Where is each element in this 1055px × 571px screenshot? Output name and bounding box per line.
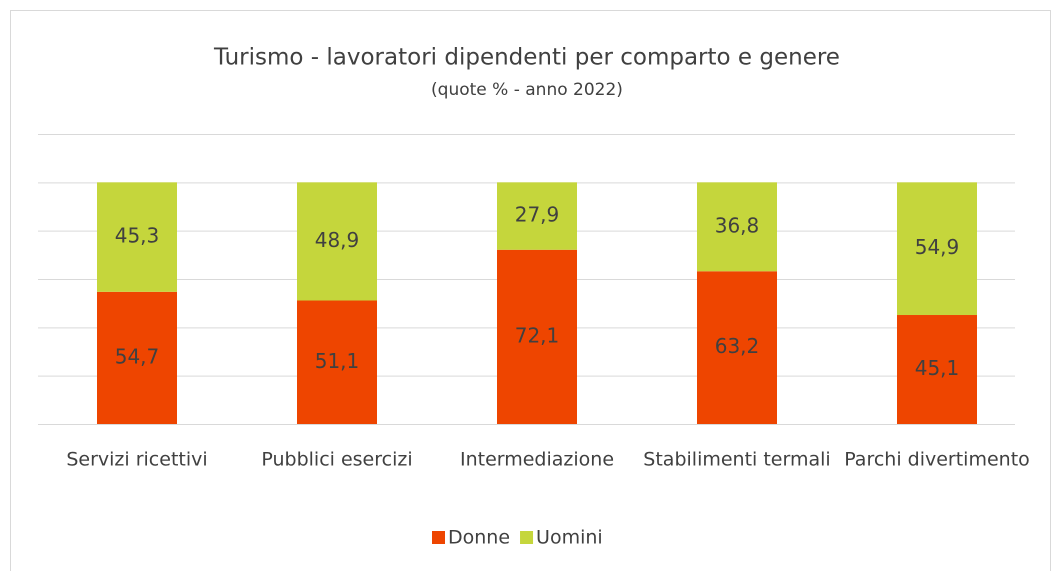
data-label: 45,3 bbox=[115, 224, 160, 248]
x-tick-label: Intermediazione bbox=[460, 449, 614, 471]
bar-segment bbox=[897, 315, 977, 424]
x-tick-label: Stabilimenti termali bbox=[643, 449, 830, 471]
data-label: 72,1 bbox=[515, 323, 560, 347]
bar-segment bbox=[897, 182, 977, 316]
legend-label: Uomini bbox=[536, 527, 603, 549]
legend-swatch bbox=[520, 531, 534, 544]
bar-segment bbox=[697, 182, 777, 272]
data-label: 48,9 bbox=[315, 228, 360, 252]
bar-segment bbox=[97, 182, 177, 292]
data-label: 51,1 bbox=[315, 349, 360, 373]
bar-segment bbox=[497, 182, 577, 250]
data-label: 27,9 bbox=[515, 203, 560, 227]
x-tick-label: Servizi ricettivi bbox=[66, 449, 207, 471]
chart-title: Turismo - lavoratori dipendenti per comp… bbox=[213, 45, 840, 71]
chart-subtitle: (quote % - anno 2022) bbox=[431, 80, 623, 100]
bar-segment bbox=[297, 300, 377, 424]
data-label: 45,1 bbox=[915, 356, 960, 380]
legend-swatch bbox=[432, 531, 445, 544]
data-label: 63,2 bbox=[715, 334, 760, 358]
bar-segment bbox=[697, 271, 777, 424]
bar-segment bbox=[497, 249, 577, 424]
data-label: 54,9 bbox=[915, 235, 960, 259]
x-tick-label: Pubblici esercizi bbox=[261, 449, 412, 471]
bar-segment bbox=[297, 182, 377, 301]
data-label: 36,8 bbox=[715, 213, 760, 237]
x-tick-label: Parchi divertimento bbox=[844, 449, 1030, 471]
legend-label: Donne bbox=[448, 527, 510, 549]
bar-segment bbox=[97, 291, 177, 424]
data-label: 54,7 bbox=[115, 344, 160, 368]
